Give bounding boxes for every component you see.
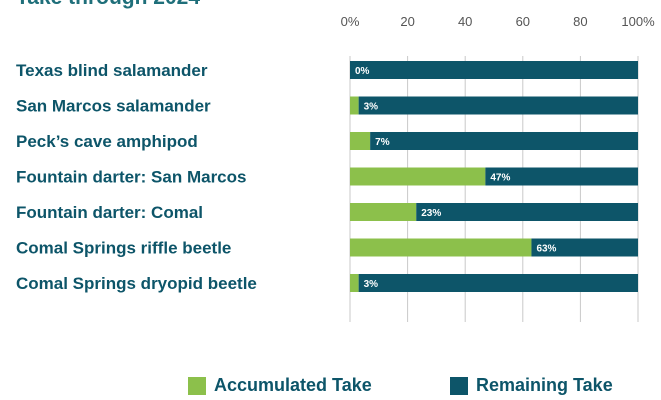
legend-swatch-accumulated (188, 376, 206, 395)
data-label: 47% (490, 173, 510, 184)
category-label: Comal Springs dryopid beetle (16, 274, 257, 293)
x-tick-label: 40 (458, 14, 472, 29)
bar-accumulated (350, 203, 417, 221)
category-label: Peck’s cave amphipod (16, 132, 198, 151)
x-tick-label: 80 (573, 14, 587, 29)
x-tick-label: 20 (400, 14, 414, 29)
bar-remaining (370, 132, 638, 150)
x-tick-label: 60 (516, 14, 530, 29)
legend-swatch-remaining (450, 376, 468, 395)
data-label: 63% (536, 244, 556, 255)
bar-remaining (350, 61, 638, 79)
bar-accumulated (350, 96, 359, 115)
bar-accumulated (350, 132, 371, 150)
legend-item-accumulated: Accumulated Take (188, 375, 372, 396)
category-label: Texas blind salamander (16, 61, 208, 80)
bar-remaining (358, 96, 638, 115)
category-label: Fountain darter: San Marcos (16, 168, 246, 187)
bar-accumulated (350, 167, 486, 186)
category-label: San Marcos salamander (16, 97, 211, 116)
data-label: 3% (364, 279, 379, 290)
x-tick-label: 0% (341, 14, 360, 29)
bar-accumulated (350, 238, 532, 257)
x-tick-label: 100% (621, 14, 655, 29)
legend-label-accumulated: Accumulated Take (214, 375, 372, 395)
bar-remaining (416, 203, 638, 221)
bar-accumulated (350, 274, 359, 292)
category-label: Fountain darter: Comal (16, 203, 203, 222)
data-label: 23% (421, 208, 441, 219)
legend-label-remaining: Remaining Take (476, 375, 613, 395)
bar-remaining (358, 274, 638, 292)
chart-title: Take through 2024 (16, 0, 200, 10)
data-label: 0% (355, 66, 370, 77)
bar-remaining (485, 167, 638, 186)
legend: Accumulated Take Remaining Take (0, 375, 661, 397)
bar-remaining (531, 238, 638, 257)
category-label: Comal Springs riffle beetle (16, 239, 231, 258)
stacked-bar-chart: 0% 20 40 60 80 100% Texas blind salamander 0% Sa… (16, 14, 655, 322)
data-label: 3% (364, 102, 379, 113)
legend-item-remaining: Remaining Take (450, 375, 613, 396)
data-label: 7% (375, 137, 390, 148)
